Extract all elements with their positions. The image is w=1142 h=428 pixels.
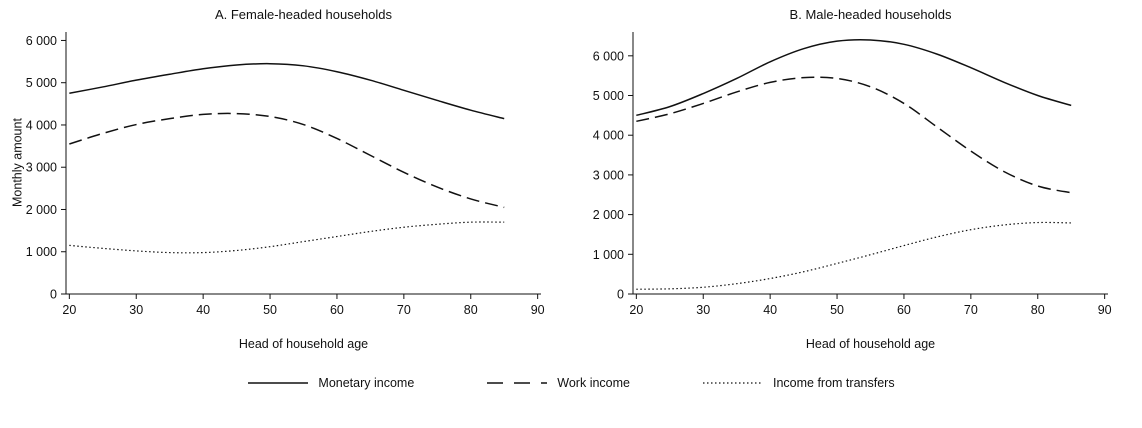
svg-text:90: 90 (531, 303, 545, 317)
svg-text:6 000: 6 000 (26, 34, 57, 48)
legend: Monetary income Work income Income from … (0, 376, 1142, 390)
svg-text:2 000: 2 000 (593, 208, 624, 222)
svg-text:4 000: 4 000 (26, 118, 57, 132)
legend-item-work-income: Work income (486, 376, 630, 390)
svg-text:50: 50 (830, 303, 844, 317)
svg-text:1 000: 1 000 (26, 245, 57, 259)
svg-text:20: 20 (629, 303, 643, 317)
y-axis-label: Monthly amount (10, 118, 25, 208)
svg-text:30: 30 (696, 303, 710, 317)
legend-label-work-income: Work income (557, 376, 630, 390)
svg-text:40: 40 (763, 303, 777, 317)
chart-panels: A. Female-headed households Monthly amou… (0, 6, 1142, 354)
svg-text:0: 0 (617, 288, 624, 302)
panel-female-title: A. Female-headed households (214, 7, 393, 22)
panel-female-headed: A. Female-headed households Monthly amou… (8, 6, 553, 354)
chart-male: 0 1 000 2 000 3 000 4 000 5 000 6 000 20 30 40 50 6… (593, 32, 1112, 317)
svg-text:5 000: 5 000 (593, 89, 624, 103)
legend-item-income-from-transfers: Income from transfers (702, 376, 895, 390)
svg-text:70: 70 (964, 303, 978, 317)
panel-female-plot-area: Monthly amount 0 1 000 2 000 3 000 4 000 5 00… (8, 24, 553, 336)
chart-female: 0 1 000 2 000 3 000 4 000 5 000 6 000 20 30 40 50 6… (26, 32, 545, 317)
svg-text:3 000: 3 000 (26, 161, 57, 175)
panel-male-plot-area: 0 1 000 2 000 3 000 4 000 5 000 6 000 20 30 40 50 6… (575, 24, 1120, 336)
svg-text:1 000: 1 000 (593, 248, 624, 262)
svg-text:40: 40 (196, 303, 210, 317)
svg-text:2 000: 2 000 (26, 203, 57, 217)
svg-text:70: 70 (397, 303, 411, 317)
x-axis-label-female: Head of household age (238, 337, 369, 351)
svg-text:60: 60 (330, 303, 344, 317)
svg-text:80: 80 (1031, 303, 1045, 317)
legend-label-income-from-transfers: Income from transfers (773, 376, 895, 390)
income-from-transfers-line-sample (703, 382, 763, 384)
svg-text:80: 80 (464, 303, 478, 317)
panel-male-title: B. Male-headed households (789, 7, 952, 22)
svg-text:20: 20 (62, 303, 76, 317)
svg-text:3 000: 3 000 (593, 168, 624, 182)
x-axis-label-male: Head of household age (805, 337, 936, 351)
panel-male-headed: B. Male-headed households 0 1 000 2 000 3 0… (575, 6, 1120, 354)
monetary-income-line-sample (248, 382, 309, 384)
svg-text:6 000: 6 000 (593, 49, 624, 63)
legend-item-monetary-income: Monetary income (247, 376, 414, 390)
svg-text:5 000: 5 000 (26, 76, 57, 90)
svg-text:30: 30 (129, 303, 143, 317)
svg-text:0: 0 (50, 288, 57, 302)
svg-text:60: 60 (897, 303, 911, 317)
legend-label-monetary-income: Monetary income (318, 376, 415, 390)
work-income-line-sample (487, 382, 548, 384)
svg-text:4 000: 4 000 (593, 129, 624, 143)
svg-text:90: 90 (1098, 303, 1112, 317)
svg-text:50: 50 (263, 303, 277, 317)
